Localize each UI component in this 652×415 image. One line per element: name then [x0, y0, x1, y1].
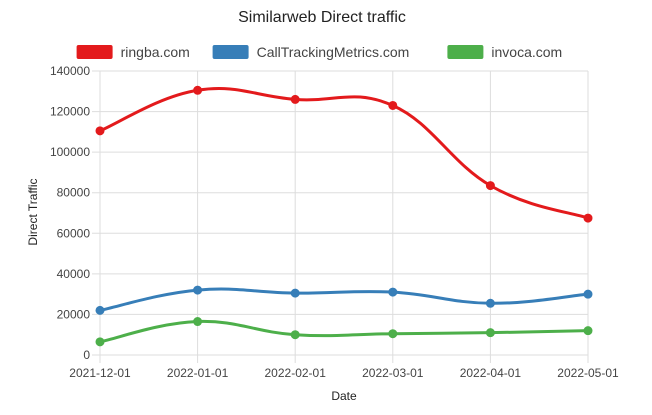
series-line-invoca-com	[99, 319, 589, 344]
series-line-ringba-com	[99, 87, 589, 220]
x-tick-label: 2022-01-01	[167, 366, 229, 380]
data-point-calltrackingmetrics-com[interactable]	[388, 287, 398, 297]
y-tick-label: 40000	[57, 267, 91, 281]
legend-swatch	[447, 45, 484, 59]
data-point-calltrackingmetrics-com[interactable]	[95, 305, 105, 315]
y-tick-label: 140000	[50, 64, 90, 78]
data-point-invoca-com[interactable]	[193, 317, 203, 327]
x-tick-label: 2022-04-01	[460, 366, 522, 380]
y-tick-label: 60000	[57, 226, 91, 240]
y-axis-ticks: 0 20000 40000 60000 80000 100000 120000 140000	[50, 64, 90, 362]
series-lines	[99, 87, 589, 344]
x-axis-title: Date	[331, 389, 357, 403]
legend-swatch	[212, 45, 249, 59]
data-point-invoca-com[interactable]	[485, 328, 495, 338]
grid	[92, 70, 589, 363]
x-tick-label: 2022-05-01	[557, 366, 619, 380]
legend: ringba.com CallTrackingMetrics.com invoca.…	[76, 44, 562, 60]
y-tick-label: 80000	[57, 186, 91, 200]
legend-label: CallTrackingMetrics.com	[257, 44, 410, 60]
data-point-ringba-com[interactable]	[193, 85, 203, 95]
x-tick-label: 2022-02-01	[265, 366, 327, 380]
data-point-ringba-com[interactable]	[95, 126, 105, 136]
chart-title: Similarweb Direct traffic	[238, 9, 406, 26]
legend-swatch	[76, 45, 113, 59]
series-points	[95, 85, 593, 347]
x-tick-label: 2022-03-01	[362, 366, 424, 380]
y-tick-label: 100000	[50, 145, 90, 159]
x-tick-label: 2021-12-01	[69, 366, 131, 380]
y-tick-label: 120000	[50, 105, 90, 119]
legend-item-calltrackingmetrics-com[interactable]: CallTrackingMetrics.com	[212, 44, 410, 60]
data-point-ringba-com[interactable]	[290, 94, 300, 104]
legend-item-ringba-com[interactable]: ringba.com	[76, 44, 190, 60]
legend-label: invoca.com	[491, 44, 562, 60]
data-point-calltrackingmetrics-com[interactable]	[290, 288, 300, 298]
data-point-ringba-com[interactable]	[388, 100, 398, 110]
data-point-invoca-com[interactable]	[583, 326, 593, 336]
data-point-calltrackingmetrics-com[interactable]	[193, 285, 203, 295]
y-tick-label: 20000	[57, 307, 91, 321]
x-axis-ticks: 2021-12-01 2022-01-01 2022-02-01 2022-03-01…	[69, 366, 619, 380]
data-point-invoca-com[interactable]	[95, 337, 105, 347]
data-point-invoca-com[interactable]	[290, 330, 300, 340]
y-axis-title: Direct Traffic	[26, 178, 40, 245]
data-point-calltrackingmetrics-com[interactable]	[583, 289, 593, 299]
y-tick-label: 0	[83, 348, 90, 362]
data-point-ringba-com[interactable]	[583, 213, 593, 223]
data-point-invoca-com[interactable]	[388, 329, 398, 339]
legend-label: ringba.com	[121, 44, 190, 60]
data-point-calltrackingmetrics-com[interactable]	[485, 298, 495, 308]
series-line-calltrackingmetrics-com	[99, 287, 589, 312]
data-point-ringba-com[interactable]	[485, 181, 495, 191]
legend-item-invoca-com[interactable]: invoca.com	[447, 44, 562, 60]
